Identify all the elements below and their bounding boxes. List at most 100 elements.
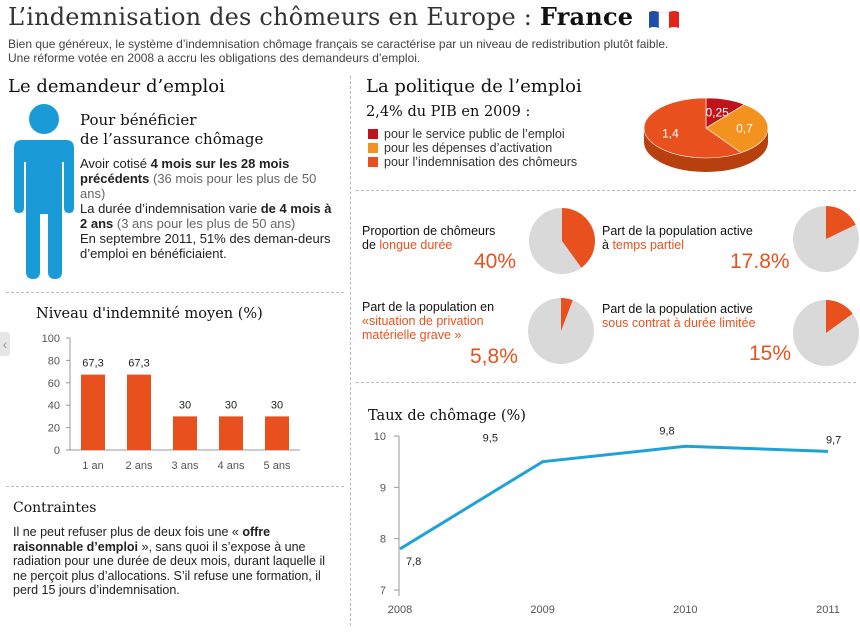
stat-long-term-value: 40%	[474, 250, 517, 273]
constraints-a: Il ne peut refuser plus de deux fois une…	[13, 525, 239, 539]
x-tick-label: 2009	[530, 604, 554, 616]
pie-value-label: 0,7	[736, 122, 753, 136]
person-icon	[14, 104, 74, 279]
intro-line-1: Bien que généreux, le système d’indemnis…	[8, 37, 669, 51]
bar-value-label: 30	[179, 399, 191, 411]
collapse-handle[interactable]: ‹	[0, 332, 10, 356]
line-chart-axis: 7 8 9 10 2008 2009 2010 2011	[374, 431, 840, 616]
bar-chart-axis: 0 20 40 60 80 100	[42, 333, 300, 457]
bar-chart-title: Niveau d'indemnité moyen (%)	[36, 306, 263, 322]
p2-c: (3 ans pour les plus de 50 ans)	[116, 216, 296, 231]
stat-label-c: sous contrat à durée limitée	[602, 316, 756, 330]
bar	[127, 374, 151, 450]
line-value-label: 9,5	[483, 433, 498, 445]
bar	[219, 416, 243, 450]
divider	[356, 382, 856, 383]
stat-label-c: longue durée	[379, 238, 453, 252]
line-value-label: 7,8	[406, 556, 421, 568]
eligibility-heading-line-2: de l’assurance chômage	[80, 130, 264, 148]
pie-depth	[644, 128, 768, 172]
p1-d: (36 mois pour les plus de 50 ans)	[80, 171, 317, 201]
y-tick-label: 7	[380, 585, 386, 597]
pie-slice	[826, 206, 856, 239]
bar-chart-bars: 67,3 1 an 67,3 2 ans 30 3 ans 30 4 ans 30 5 ans	[81, 358, 291, 472]
y-tick-label: 0	[54, 445, 60, 457]
title-country: France	[539, 2, 634, 31]
y-tick-label: 10	[374, 431, 386, 443]
line-chart-series: 7,8 9,5 9,8 9,7	[399, 425, 841, 568]
p1-c: précédents	[80, 171, 150, 186]
divider	[356, 190, 856, 191]
gdp-legend: pour le service public de l’emploi pour …	[368, 127, 577, 169]
legend-item: pour l’indemnisation des chômeurs	[368, 155, 577, 169]
y-tick-label: 8	[380, 534, 386, 546]
legend-swatch	[368, 157, 378, 167]
column-divider	[350, 76, 351, 626]
gdp-pie-chart: 0,25 0,7 1,4	[643, 97, 769, 172]
bar	[265, 416, 289, 450]
p1-a: Avoir cotisé	[80, 156, 147, 171]
legend-label: pour le service public de l’emploi	[384, 127, 565, 141]
stat-label-a: Part de la population en	[362, 300, 495, 314]
y-tick-label: 20	[48, 423, 60, 435]
eligibility-paragraph-2: La durée d’indemnisation varie de 4 mois…	[80, 201, 342, 231]
pie-slice	[705, 104, 769, 154]
stat-label-c: «situation de privation matérielle grave…	[362, 314, 484, 342]
eligibility-heading-line-1: Pour bénéficier	[80, 111, 197, 129]
line-value-label: 9,8	[659, 425, 674, 437]
stat-pie-long-term	[529, 208, 595, 274]
job-seeker-heading: Le demandeur d’emploi	[8, 76, 225, 97]
pie-slice	[562, 208, 595, 268]
constraints-b: offre raisonnable d’emploi	[13, 525, 271, 554]
stat-part-time-label: Part de la population active à temps par…	[602, 224, 792, 252]
x-tick-label: 2008	[388, 604, 412, 616]
stat-deprivation-value: 5,8%	[470, 345, 518, 368]
employment-policy-heading: La politique de l’emploi	[366, 76, 582, 97]
french-flag-icon	[649, 10, 680, 29]
x-tick-label: 2010	[673, 604, 697, 616]
stat-part-time-value: 17.8%	[730, 250, 790, 273]
stat-pie-part-time	[793, 206, 859, 272]
y-tick-label: 40	[48, 400, 60, 412]
bar-value-label: 30	[225, 399, 237, 411]
y-tick-label: 80	[48, 355, 60, 367]
intro-text: Bien que généreux, le système d’indemnis…	[8, 37, 858, 65]
eligibility-heading: Pour bénéficier de l’assurance chômage	[80, 111, 263, 149]
bar-chart: Niveau d'indemnité moyen (%) 0 20 40 60 80 10…	[36, 306, 300, 472]
eligibility-paragraph-1: Avoir cotisé 4 mois sur les 28 mois préc…	[80, 156, 342, 201]
constraints-text: Il ne peut refuser plus de deux fois une…	[13, 525, 338, 598]
x-tick-label: 2011	[816, 604, 840, 616]
p2-a: La durée d’indemnisation varie	[80, 201, 258, 216]
legend-swatch	[368, 129, 378, 139]
stat-pie-deprivation	[528, 298, 594, 364]
stat-fixed-term-label: Part de la population active sous contra…	[602, 302, 792, 330]
stat-label-a: Part de la population active	[602, 302, 753, 316]
x-tick-label: 2 ans	[126, 460, 153, 472]
bar-value-label: 30	[271, 399, 283, 411]
stat-deprivation-label: Part de la population en «situation de p…	[362, 300, 522, 342]
y-tick-label: 60	[48, 378, 60, 390]
x-tick-label: 5 ans	[264, 460, 291, 472]
bar	[173, 416, 197, 450]
pie-slice	[561, 298, 573, 331]
line-chart: Taux de chômage (%) 7 8 9 10 2008 2009 2010 201…	[368, 408, 841, 616]
x-tick-label: 1 an	[82, 460, 103, 472]
pie-value-label: 1,4	[662, 126, 679, 140]
legend-item: pour les dépenses d’activation	[368, 141, 577, 155]
stat-label-a: Part de la population active	[602, 224, 753, 238]
y-tick-label: 100	[42, 333, 60, 345]
page-title: L’indemnisation des chômeurs en Europe :…	[8, 2, 681, 31]
stat-fixed-term-value: 15%	[749, 342, 792, 365]
pie-value-label: 0,25	[706, 105, 730, 119]
intro-line-2: Une réforme votée en 2008 a accru les ob…	[8, 51, 421, 65]
constraints-heading: Contraintes	[13, 500, 97, 516]
legend-swatch	[368, 143, 378, 153]
constraints-c: », sans quoi il s’expose à une radiation…	[13, 539, 326, 598]
line-chart-title: Taux de chômage (%)	[368, 408, 526, 424]
p2-b: de 4 mois à 2 ans	[80, 201, 332, 231]
stat-label-b: de	[362, 238, 376, 252]
x-tick-label: 3 ans	[172, 460, 199, 472]
line-value-label: 9,7	[826, 434, 841, 446]
legend-item: pour le service public de l’emploi	[368, 127, 577, 141]
x-tick-label: 4 ans	[218, 460, 245, 472]
